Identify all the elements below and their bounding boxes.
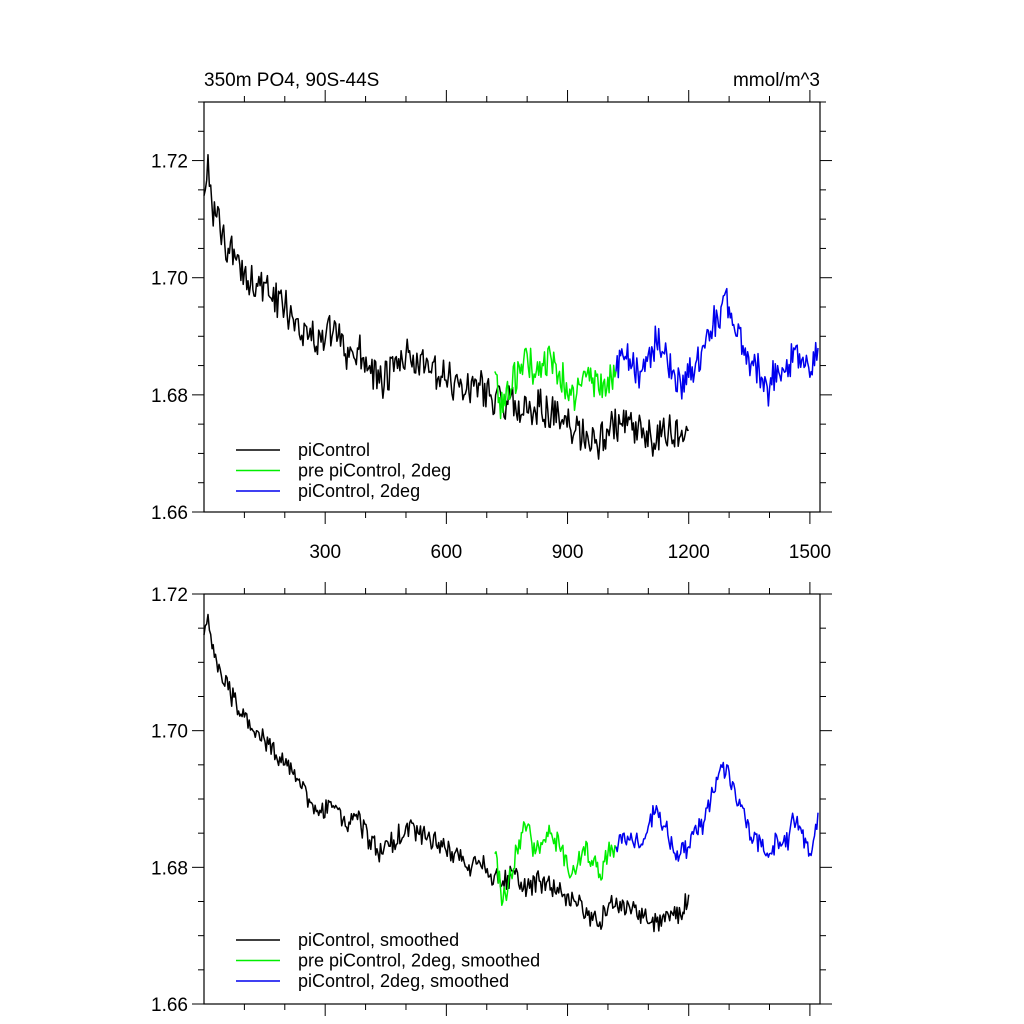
bottom-plot-panel: 1.66 1.68 1.70 1.72 piControl, smoothedpre … <box>151 582 832 1016</box>
top-plot-ticks: 1.66 1.68 1.70 1.72 300 600 900 1200 1500 <box>151 90 832 563</box>
y-tick-label: 1.72 <box>151 152 188 173</box>
y-tick-label: 1.70 <box>151 269 188 290</box>
series-line-1 <box>203 613 690 933</box>
y-tick-label: 1.66 <box>151 503 188 524</box>
x-tick-label: 1200 <box>668 542 710 563</box>
x-tick-label: 900 <box>552 542 584 563</box>
top-plot-panel: 350m PO4, 90S-44S mmol/m^3 1.661.681.701… <box>151 70 832 563</box>
y-tick-label: 1.72 <box>151 585 188 606</box>
series-line-1 <box>203 153 689 460</box>
x-tick-label: 1500 <box>789 542 831 563</box>
top-plot-title: 350m PO4, 90S-44S <box>204 70 379 91</box>
legend-label-2: pre piControl, 2deg, smoothed <box>298 951 540 971</box>
legend-label-1: piControl, smoothed <box>298 930 459 950</box>
y-tick-label: 1.66 <box>151 995 188 1016</box>
top-plot-frame <box>203 101 821 513</box>
legend-label-2: pre piControl, 2deg <box>298 461 451 481</box>
bottom-plot-ticks: 1.66 1.68 1.70 1.72 <box>151 582 832 1016</box>
y-tick-label: 1.70 <box>151 722 188 743</box>
series-line-2 <box>494 345 617 420</box>
series-line-3 <box>615 287 819 407</box>
series-line-3 <box>615 761 819 862</box>
bottom-plot-series <box>203 613 819 933</box>
legend-label-3: piControl, 2deg <box>298 481 420 501</box>
x-tick-label: 300 <box>309 542 341 563</box>
top-plot-units-label: mmol/m^3 <box>733 70 820 91</box>
series-line-2 <box>494 821 617 907</box>
bottom-plot-frame <box>203 593 821 1005</box>
y-tick-label: 1.68 <box>151 858 188 879</box>
x-tick-label: 600 <box>431 542 463 563</box>
legend-label-3: piControl, 2deg, smoothed <box>298 971 509 991</box>
top-plot-series <box>203 153 819 460</box>
legend-label-1: piControl <box>298 440 370 460</box>
y-tick-label: 1.68 <box>151 386 188 407</box>
